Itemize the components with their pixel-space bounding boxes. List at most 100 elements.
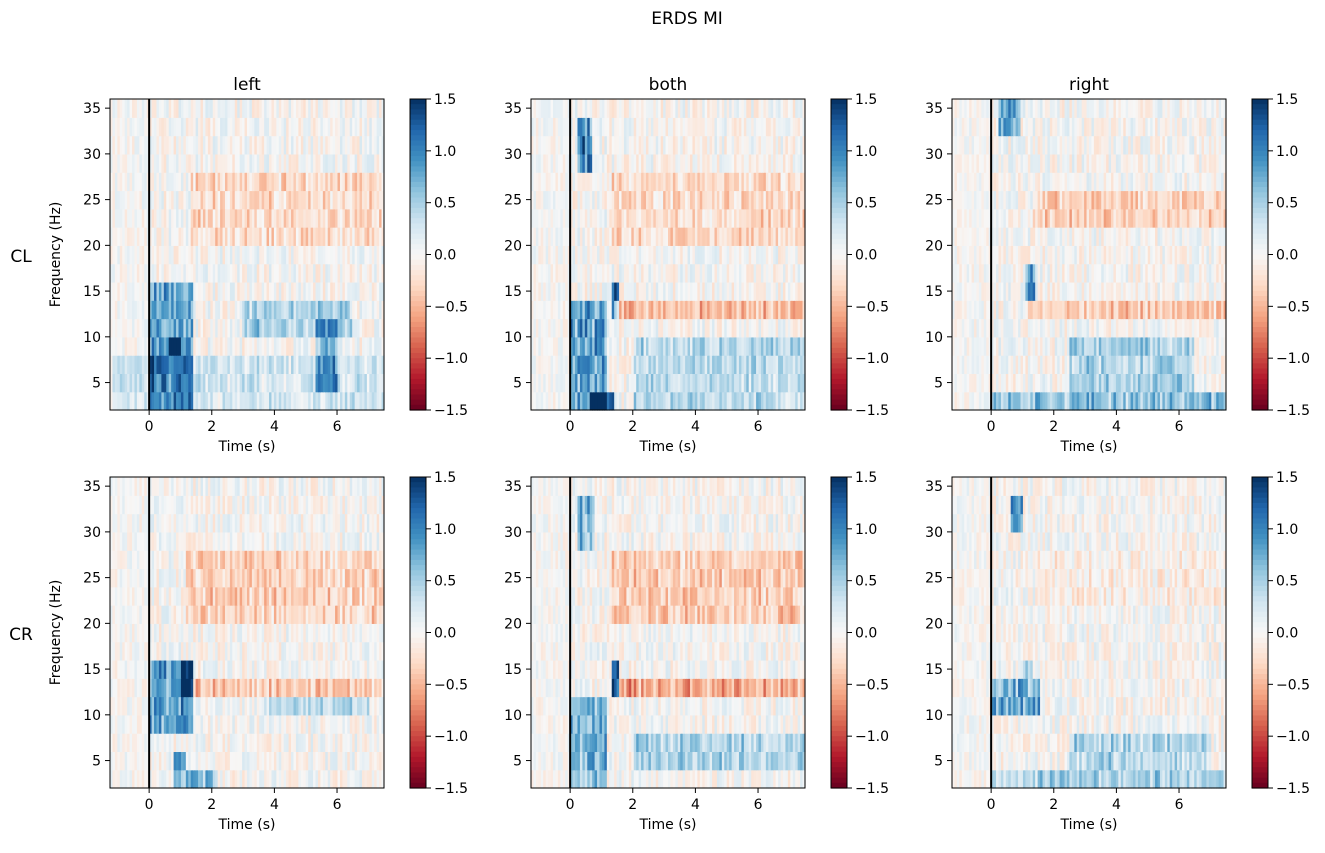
heatmap-cell xyxy=(112,117,116,137)
heatmap-cell xyxy=(129,208,133,228)
heatmap-cell xyxy=(379,336,383,356)
heatmap-cell xyxy=(1118,373,1122,393)
heatmap-cell xyxy=(215,172,219,192)
heatmap-cell xyxy=(291,172,295,192)
heatmap-cell xyxy=(531,227,535,246)
heatmap-cell xyxy=(212,208,216,228)
heatmap-cell xyxy=(185,355,189,375)
heatmap-cell xyxy=(702,263,706,283)
heatmap-cell xyxy=(308,355,312,375)
heatmap-cell xyxy=(562,300,566,320)
heatmap-cell xyxy=(352,190,356,210)
heatmap-cell xyxy=(210,263,214,283)
heatmap-cell xyxy=(1140,391,1144,411)
heatmap-cell xyxy=(185,208,189,228)
heatmap-cell xyxy=(220,172,224,192)
heatmap-cell xyxy=(800,263,804,283)
heatmap-cell xyxy=(611,227,615,246)
heatmap-cell xyxy=(1062,355,1066,375)
heatmap-cell xyxy=(195,245,199,265)
heatmap-cell xyxy=(332,190,336,210)
heatmap-cell xyxy=(188,208,192,228)
heatmap-cell xyxy=(193,336,197,356)
heatmap-cell xyxy=(158,318,162,338)
heatmap-cell xyxy=(132,318,136,338)
heatmap-cell xyxy=(533,117,537,137)
heatmap-cell xyxy=(129,135,133,155)
heatmap-cell xyxy=(1221,336,1225,356)
heatmap-cell xyxy=(763,373,767,393)
heatmap-cell xyxy=(320,391,324,411)
heatmap-cell xyxy=(704,153,708,173)
heatmap-cell xyxy=(200,117,204,137)
heatmap-cell xyxy=(354,281,358,301)
heatmap-cell xyxy=(1059,391,1063,411)
heatmap-cell xyxy=(357,336,361,356)
heatmap-cell xyxy=(229,172,233,192)
heatmap-cell xyxy=(770,135,774,155)
heatmap-cell xyxy=(344,263,348,283)
heatmap-cell xyxy=(269,135,273,155)
heatmap-cell xyxy=(1059,336,1063,356)
heatmap-cell xyxy=(758,117,762,137)
heatmap-cell xyxy=(594,99,598,118)
heatmap-cell xyxy=(232,263,236,283)
heatmap-cell xyxy=(1213,336,1217,356)
heatmap-cell xyxy=(579,153,583,173)
heatmap-cell xyxy=(244,153,248,173)
heatmap-cell xyxy=(604,208,608,228)
heatmap-cell xyxy=(315,373,319,393)
heatmap-cell xyxy=(374,245,378,265)
heatmap-cell xyxy=(276,208,280,228)
heatmap-cell xyxy=(163,281,167,301)
heatmap-cell xyxy=(579,172,583,192)
colorbar-segment xyxy=(410,394,426,401)
heatmap-cell xyxy=(694,391,698,411)
heatmap-cell xyxy=(575,263,579,283)
heatmap-cell xyxy=(765,373,769,393)
heatmap-cell xyxy=(295,300,299,320)
heatmap-cell xyxy=(122,336,126,356)
heatmap-cell xyxy=(760,336,765,356)
heatmap-cell xyxy=(668,245,672,265)
heatmap-cell xyxy=(320,281,324,301)
heatmap-cell xyxy=(589,318,593,338)
heatmap-cell xyxy=(247,117,251,137)
heatmap-cell xyxy=(291,391,295,411)
heatmap-cell xyxy=(276,355,280,375)
heatmap-cell xyxy=(548,208,552,228)
heatmap-cell xyxy=(114,172,118,192)
heatmap-cell xyxy=(237,135,241,155)
heatmap-cell xyxy=(746,300,750,320)
heatmap-cell xyxy=(357,172,361,192)
heatmap-cell xyxy=(714,117,718,137)
heatmap-cell xyxy=(134,99,138,118)
heatmap-cell xyxy=(579,355,583,375)
heatmap-cell xyxy=(589,227,593,246)
heatmap-cell xyxy=(550,190,554,210)
heatmap-cell xyxy=(149,355,153,375)
heatmap-cell xyxy=(645,336,650,356)
heatmap-cell xyxy=(584,245,588,265)
heatmap-cell xyxy=(575,172,579,192)
heatmap-cell xyxy=(342,300,346,320)
heatmap-cell xyxy=(655,391,659,411)
colorbar-segment xyxy=(831,311,847,318)
heatmap-cell xyxy=(726,263,730,283)
heatmap-cell xyxy=(195,99,199,118)
heatmap-cell xyxy=(780,245,784,265)
heatmap-cell xyxy=(760,99,765,118)
heatmap-cell xyxy=(1164,355,1168,375)
heatmap-cell xyxy=(1177,336,1181,356)
heatmap-cell xyxy=(756,336,760,356)
heatmap-cell xyxy=(685,355,689,375)
heatmap-cell xyxy=(597,245,601,265)
heatmap-cell xyxy=(778,373,782,393)
heatmap-cell xyxy=(758,391,762,411)
heatmap-cell xyxy=(719,300,723,320)
heatmap-cell xyxy=(195,208,199,228)
heatmap-cell xyxy=(215,300,219,320)
heatmap-cell xyxy=(288,153,292,173)
heatmap-cell xyxy=(308,117,312,137)
heatmap-cell xyxy=(993,373,997,393)
